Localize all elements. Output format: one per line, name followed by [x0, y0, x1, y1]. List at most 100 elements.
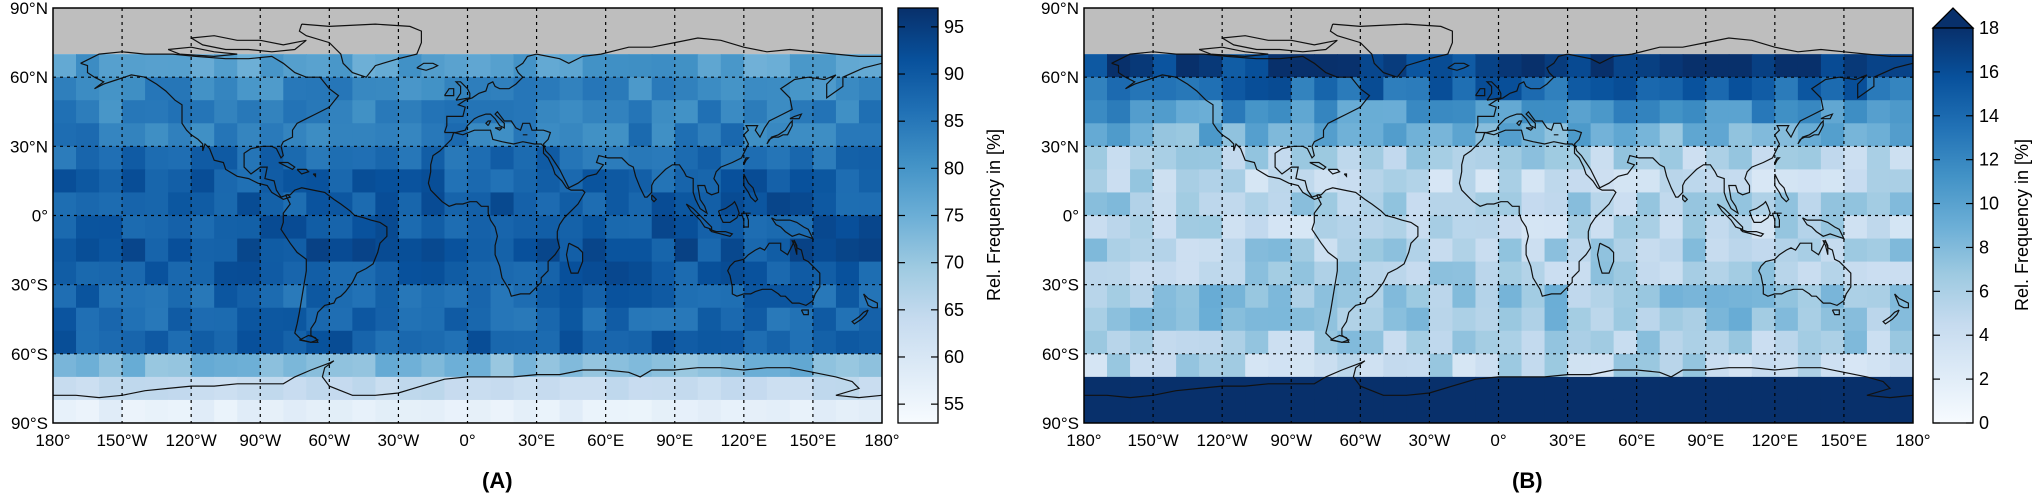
heatmap-cell [191, 376, 215, 401]
heatmap-cell [1222, 330, 1246, 355]
heatmap-cell [674, 307, 699, 332]
heatmap-cell [1383, 353, 1407, 378]
heatmap-cell [191, 215, 215, 240]
heatmap-cell [1130, 215, 1154, 240]
colorbar-tick-label: 55 [944, 394, 964, 414]
heatmap-cell [582, 261, 607, 286]
heatmap-cell [53, 146, 77, 170]
heatmap-cell [122, 100, 146, 124]
heatmap-cell [1889, 330, 1913, 355]
heatmap-cell [352, 169, 376, 194]
heatmap-cell [1751, 146, 1776, 170]
heatmap-cell [513, 100, 538, 124]
heatmap-cell [168, 123, 192, 147]
heatmap-cell [1498, 146, 1523, 170]
heatmap-cell [306, 169, 330, 194]
heatmap-cell [536, 261, 561, 286]
heatmap-cell [1084, 284, 1108, 309]
heatmap-cell [1245, 330, 1269, 355]
heatmap-cell [1176, 261, 1200, 286]
heatmap-cell [1406, 330, 1431, 355]
heatmap-cell [99, 399, 123, 423]
heatmap-cell [1475, 146, 1500, 170]
heatmap-cell [835, 261, 860, 286]
heatmap-cell [260, 238, 284, 263]
heatmap-cell [1705, 353, 1730, 378]
heatmap-cell [1337, 77, 1361, 101]
heatmap-cell [582, 123, 607, 147]
gridlines-b [1084, 8, 1913, 423]
heatmap-cell [513, 330, 538, 355]
heatmap-cell [191, 284, 215, 309]
heatmap-cell [858, 330, 882, 355]
heatmap-cell [260, 330, 284, 355]
heatmap-cell [743, 192, 768, 217]
heatmap-cell [858, 399, 882, 423]
heatmap-cell [1360, 100, 1384, 124]
lon-tick-label: 90°W [1270, 431, 1312, 450]
heatmap-cell [467, 238, 492, 263]
heatmap-cell [76, 146, 100, 170]
heatmap-cell [53, 284, 77, 309]
heatmap-cell [1843, 215, 1868, 240]
heatmap-cell [1797, 261, 1822, 286]
heatmap-cell [1314, 123, 1338, 147]
coastline [1329, 23, 1453, 78]
heatmap-cell [1567, 353, 1592, 378]
heatmap-cell [1475, 399, 1500, 423]
heatmap-cell [651, 399, 676, 423]
heatmap-cell [789, 261, 814, 286]
heatmap-cell [214, 192, 238, 217]
heatmap-cell [789, 284, 814, 309]
coastline [1716, 203, 1744, 231]
heatmap-cell [1314, 353, 1338, 378]
lon-tick-label: 30°W [378, 431, 420, 450]
heatmap-cell [352, 77, 376, 101]
heatmap-cell [421, 238, 446, 263]
lon-tick-label: 0° [1490, 431, 1506, 450]
colorbar-tick-label: 12 [1979, 150, 1999, 170]
coastline [708, 228, 734, 237]
heatmap-cell [559, 215, 584, 240]
heatmap-cell [329, 123, 353, 147]
heatmap-cell [1544, 261, 1569, 286]
heatmap-cell [168, 330, 192, 355]
heatmap-cell [1406, 284, 1431, 309]
heatmap-cell [766, 54, 791, 78]
heatmap-cell [1498, 77, 1523, 101]
heatmap-cell [1820, 169, 1845, 194]
heatmap-cell [1452, 238, 1477, 263]
heatmap-cell [1659, 215, 1684, 240]
heatmap-cell [168, 146, 192, 170]
lon-tick-label: 90°E [656, 431, 693, 450]
heatmap-cell [1291, 353, 1315, 378]
heatmap-cell [513, 215, 538, 240]
heatmap-cell [329, 54, 353, 78]
heatmap-cell [858, 238, 882, 263]
heatmap-cell [858, 261, 882, 286]
heatmap-cell [1383, 307, 1407, 332]
heatmap-cell [122, 330, 146, 355]
heatmap-cell [1820, 215, 1845, 240]
heatmap-cell [122, 77, 146, 101]
heatmap-cell [1199, 284, 1223, 309]
heatmap-cell [1774, 376, 1799, 401]
heatmap-cell [1682, 123, 1707, 147]
heatmap-cell [467, 54, 492, 78]
heatmap-cell [1682, 77, 1707, 101]
heatmap-cell [1130, 353, 1154, 378]
coastline [1802, 217, 1846, 240]
heatmap-cell [145, 261, 169, 286]
heatmap-cell [1820, 100, 1845, 124]
heatmap-cell [1797, 146, 1822, 170]
coastline [443, 37, 882, 133]
heatmap-cell [1521, 353, 1546, 378]
heatmap-cell [536, 284, 561, 309]
heatmap-cell [1590, 376, 1615, 401]
heatmap-cell [490, 330, 515, 355]
heatmap-cell [1613, 376, 1638, 401]
heatmap-cell [467, 123, 492, 147]
heatmap-cell [789, 353, 814, 378]
heatmap-cell [1682, 261, 1707, 286]
heatmap-cell [467, 169, 492, 194]
